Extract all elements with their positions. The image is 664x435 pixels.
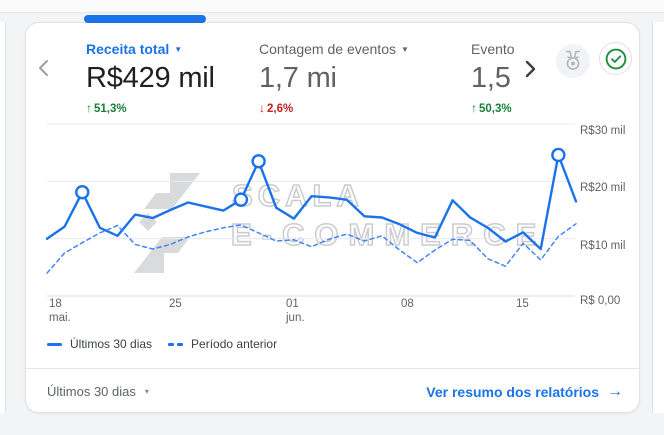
delta-value: 50,3%	[479, 103, 512, 115]
date-range-dropdown[interactable]: Últimos 30 dias ▾	[47, 384, 149, 399]
legend-item-previous: Período anterior	[168, 337, 277, 351]
insight-badge-button[interactable]	[556, 44, 590, 78]
y-axis-label: R$10 mil	[580, 240, 626, 252]
metric-label: Evento	[471, 41, 515, 57]
metric-label: Receita total	[86, 41, 170, 57]
carousel-track-divider	[0, 0, 664, 13]
chart-canvas	[45, 123, 578, 297]
series-line	[45, 153, 578, 251]
next-card-button[interactable]	[520, 58, 542, 80]
y-axis-label: R$30 mil	[580, 125, 626, 137]
arrow-right-icon: →	[607, 382, 623, 400]
tick-day: 25	[169, 298, 182, 310]
chart-legend: Últimos 30 dias Período anterior	[47, 337, 277, 351]
chevron-left-icon	[39, 60, 48, 76]
y-axis-label: R$ 0,00	[580, 295, 621, 307]
active-card-tab-indicator[interactable]	[84, 15, 206, 23]
tick-month: mai.	[49, 312, 71, 324]
metric-delta: ↓ 2,6%	[259, 101, 449, 115]
metric-value: 1,5	[471, 62, 511, 94]
chevron-down-icon: ▼	[400, 45, 409, 54]
metric-selector[interactable]: Receita total ▼	[86, 41, 256, 58]
series-line	[46, 223, 577, 274]
medal-icon	[566, 50, 580, 70]
solid-line-sample-icon	[47, 342, 62, 346]
data-point-marker	[75, 185, 90, 200]
arrow-up-icon: ↑	[86, 101, 92, 115]
data-point-marker	[251, 154, 266, 169]
metric-selector[interactable]: Evento	[471, 41, 519, 58]
chevron-right-icon	[525, 60, 536, 78]
card-footer: Últimos 30 dias ▾ Ver resumo dos relatór…	[26, 368, 639, 412]
prev-card-button[interactable]	[32, 57, 54, 79]
tick-day: 15	[516, 298, 529, 310]
next-card-sliver[interactable]	[652, 22, 664, 413]
x-axis-label: 08	[401, 297, 414, 311]
tick-day: 01	[286, 298, 299, 310]
metric-delta: ↑ 51,3%	[86, 101, 256, 115]
metric-value: R$429 mil	[86, 62, 215, 94]
x-axis-label: 18 mai.	[49, 297, 71, 325]
caret-down-icon: ▾	[144, 387, 149, 396]
tick-month: jun.	[286, 312, 305, 324]
x-axis-label: 15	[516, 297, 529, 311]
x-axis-label: 01 jun.	[286, 297, 305, 325]
x-axis-label: 25	[169, 297, 182, 311]
status-check-button[interactable]	[599, 42, 632, 75]
tick-day: 08	[401, 298, 414, 310]
metric-delta: ↑ 50,3%	[471, 101, 519, 115]
delta-value: 2,6%	[267, 103, 294, 115]
metric-contagem-eventos: Contagem de eventos ▼ 1,7 mi ↓ 2,6%	[259, 41, 449, 115]
metric-receita-total: Receita total ▼ R$429 mil ↑ 51,3%	[86, 41, 256, 115]
metrics-overview-card: SCALA E-COMMERCE Receita total ▼ R$429 mi…	[25, 22, 640, 413]
legend-item-current: Últimos 30 dias	[47, 337, 152, 351]
legend-label: Últimos 30 dias	[70, 337, 153, 351]
y-axis-label: R$20 mil	[580, 182, 626, 194]
check-circle-icon	[605, 48, 626, 69]
delta-value: 51,3%	[94, 103, 127, 115]
chevron-down-icon: ▼	[174, 45, 183, 54]
data-point-marker	[551, 147, 566, 163]
link-label: Ver resumo dos relatórios	[426, 383, 599, 400]
metric-label: Contagem de eventos	[259, 41, 396, 57]
previous-card-sliver[interactable]	[0, 22, 6, 413]
legend-label: Período anterior	[191, 337, 278, 351]
arrow-down-icon: ↓	[259, 101, 265, 115]
tick-day: 18	[49, 298, 62, 310]
metric-value: 1,7 mi	[259, 62, 337, 94]
dashed-line-sample-icon	[168, 342, 184, 346]
arrow-up-icon: ↑	[471, 101, 477, 115]
metric-selector[interactable]: Contagem de eventos ▼	[259, 41, 449, 58]
date-range-label: Últimos 30 dias	[47, 384, 136, 399]
data-point-marker	[233, 192, 249, 207]
metric-evento-clipped: Evento 1,5 ↑ 50,3%	[471, 41, 519, 115]
reports-summary-link[interactable]: Ver resumo dos relatórios →	[426, 383, 623, 401]
